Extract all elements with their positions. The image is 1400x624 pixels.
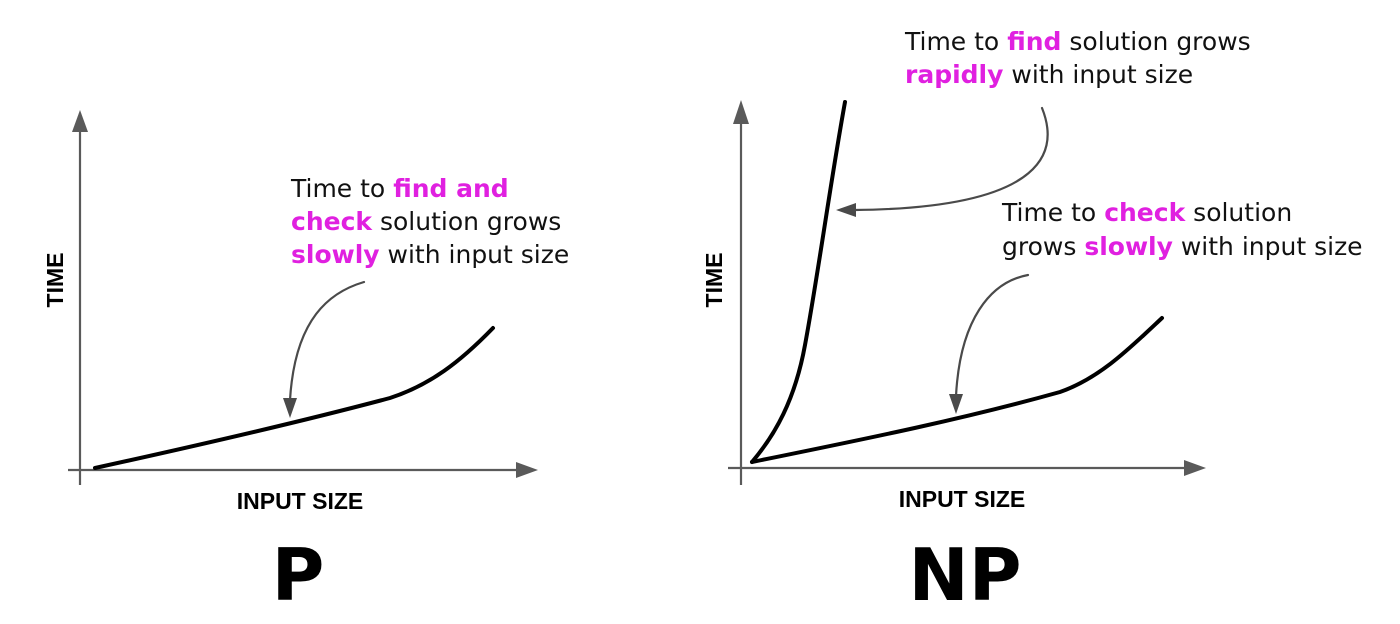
np-find-curve [750, 100, 847, 464]
np-caption: NP [908, 533, 1021, 617]
annotation-text: Time to [1001, 198, 1104, 227]
annotation-text: with input size [1173, 232, 1363, 261]
np-find-pointer-arrowhead [836, 203, 856, 217]
p-x-axis-arrowhead [516, 462, 538, 478]
annotation-text: with input size [380, 240, 570, 269]
highlighted-word: find [1007, 27, 1061, 56]
highlighted-word: rapidly [905, 60, 1003, 89]
panel-np: INPUT SIZE TIME Time to find solution gr… [701, 27, 1363, 617]
np-check-pointer-arrowhead [949, 394, 963, 414]
p-caption: P [272, 533, 325, 617]
np-x-axis-arrowhead [1184, 460, 1206, 476]
p-annotation-pointer [288, 280, 366, 402]
p-annotation-pointer-arrowhead [283, 398, 297, 418]
p-y-axis-label: TIME [42, 253, 68, 308]
highlighted-word: find and [393, 174, 509, 203]
p-axes [68, 110, 538, 485]
panel-p: INPUT SIZE TIME Time to find and check so… [42, 110, 569, 617]
highlighted-word: check [1104, 198, 1186, 227]
highlighted-word: slowly [291, 240, 380, 269]
np-y-axis-arrowhead [733, 100, 749, 124]
p-find-and-check-curve [93, 326, 495, 470]
annotation-text: grows [1002, 232, 1084, 261]
highlighted-word: slowly [1084, 232, 1173, 261]
p-x-axis-label: INPUT SIZE [237, 488, 364, 514]
highlighted-word: check [291, 207, 373, 236]
p-y-axis-arrowhead [72, 110, 88, 132]
annotation-text: with input size [1003, 60, 1193, 89]
np-find-annotation: Time to find solution grows rapidly with … [904, 27, 1251, 89]
np-y-axis-label: TIME [701, 253, 727, 308]
annotation-text: solution grows [372, 207, 561, 236]
np-check-curve [750, 316, 1164, 464]
annotation-text: Time to [904, 27, 1007, 56]
np-axes [728, 100, 1206, 485]
p-annotation: Time to find and check solution grows slow… [290, 174, 569, 269]
np-x-axis-label: INPUT SIZE [899, 486, 1026, 512]
np-find-pointer [853, 106, 1049, 212]
annotation-text: solution [1185, 198, 1292, 227]
annotation-text: solution grows [1061, 27, 1250, 56]
np-check-pointer [954, 273, 1030, 398]
np-check-annotation: Time to check solution grows slowly with … [1001, 198, 1363, 261]
annotation-text: Time to [290, 174, 393, 203]
